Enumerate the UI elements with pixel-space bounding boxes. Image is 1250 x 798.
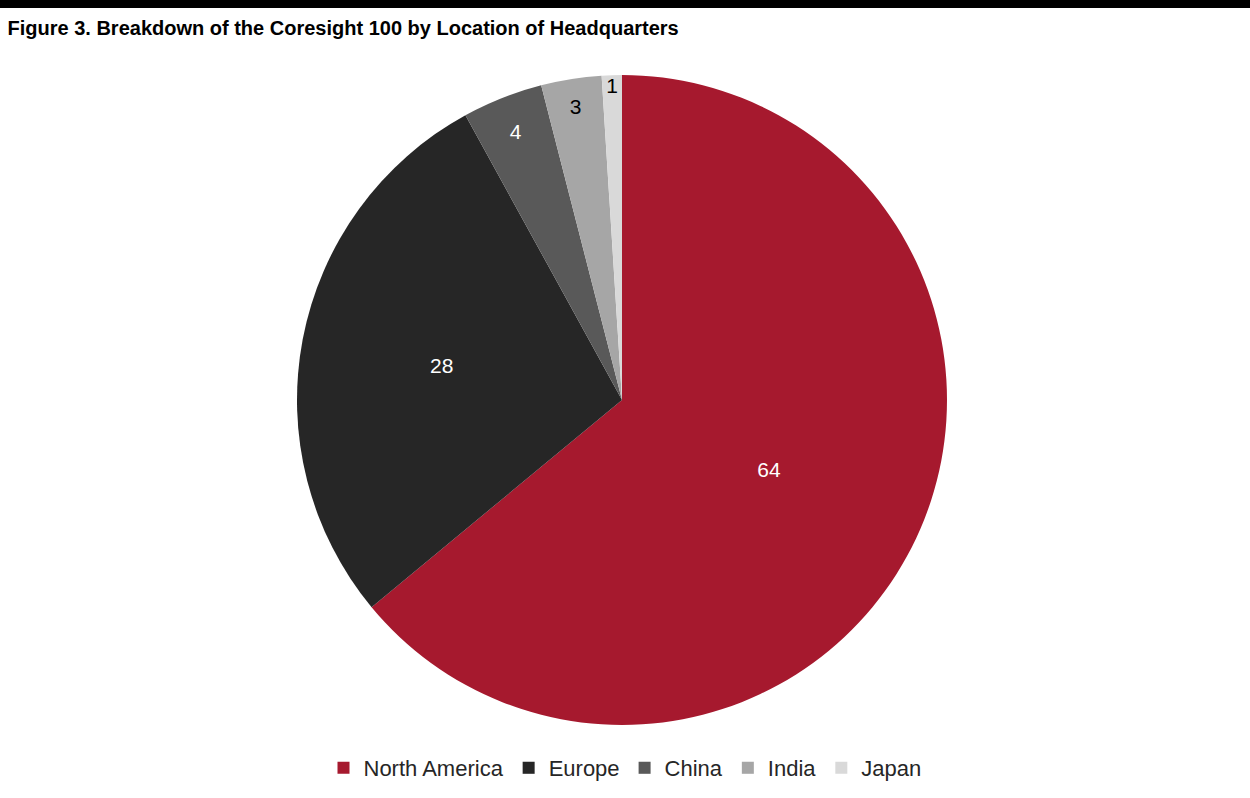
svg-text:India: India <box>768 756 816 781</box>
svg-text:Figure 3. Breakdown of the Cor: Figure 3. Breakdown of the Coresight 100… <box>8 17 679 39</box>
svg-text:64: 64 <box>757 458 781 481</box>
svg-text:28: 28 <box>430 354 453 377</box>
svg-text:1: 1 <box>606 74 618 97</box>
svg-text:3: 3 <box>570 95 582 118</box>
svg-text:China: China <box>665 756 723 781</box>
svg-text:Europe: Europe <box>549 756 620 781</box>
svg-text:Japan: Japan <box>861 756 921 781</box>
svg-text:North America: North America <box>364 756 504 781</box>
svg-text:4: 4 <box>510 120 522 143</box>
